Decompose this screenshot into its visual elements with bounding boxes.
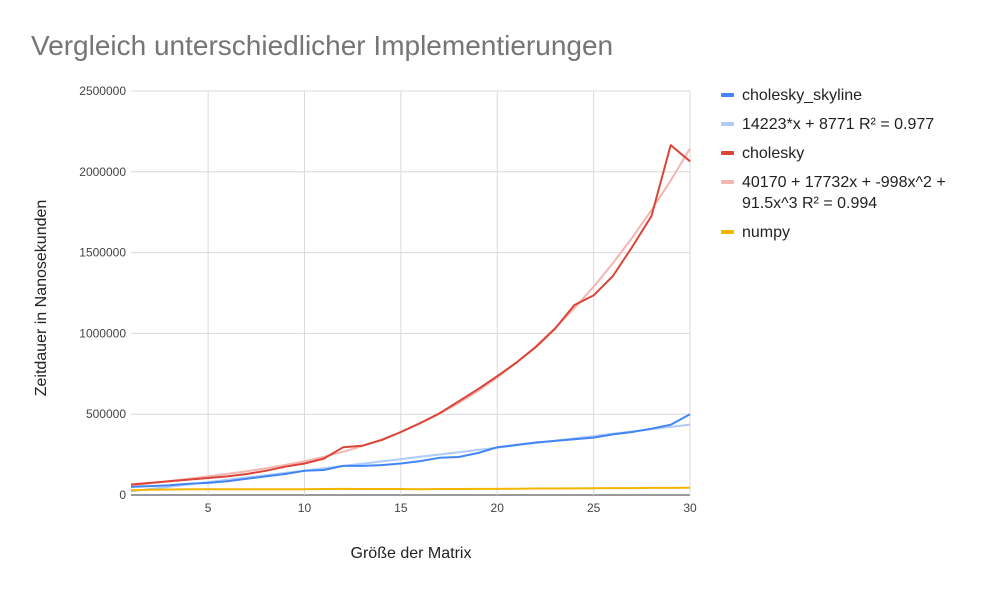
legend-label: 14223*x + 8771 R² = 0.977 xyxy=(742,116,935,133)
legend-swatch xyxy=(721,151,734,155)
legend-item-numpy: numpy xyxy=(721,222,991,243)
legend-swatch xyxy=(721,122,734,126)
tick-labels: 0 500000 1000000 1500000 2000000 2500000 5 10 15… xyxy=(79,84,697,515)
legend-swatch xyxy=(721,230,734,234)
legend: cholesky_skyline 14223*x + 8771 R² = 0.9… xyxy=(721,85,991,251)
y-tick-label: 1000000 xyxy=(79,326,126,340)
x-tick-label: 20 xyxy=(491,501,505,515)
x-tick-label: 15 xyxy=(394,501,408,515)
x-tick-label: 10 xyxy=(298,501,312,515)
series-line-numpy xyxy=(130,486,691,492)
legend-label: cholesky_skyline xyxy=(742,87,863,104)
legend-swatch xyxy=(721,93,734,97)
legend-label: 40170 + 17732x + -998x^2 + 91.5x^3 R² = … xyxy=(742,174,946,212)
legend-label: numpy xyxy=(742,224,791,241)
y-axis-label: Zeitdauer in Nanosekunden xyxy=(33,200,50,397)
legend-item-cholesky-skyline: cholesky_skyline xyxy=(721,85,991,106)
x-tick-label: 25 xyxy=(587,501,601,515)
y-tick-label: 1500000 xyxy=(79,246,126,260)
y-tick-label: 0 xyxy=(119,488,126,502)
x-tick-label: 5 xyxy=(205,501,212,515)
legend-item-linear-trend: 14223*x + 8771 R² = 0.977 xyxy=(721,114,991,135)
x-tick-label: 30 xyxy=(683,501,697,515)
series-line-trendline-1 xyxy=(130,423,691,493)
legend-label: cholesky xyxy=(742,145,805,162)
y-tick-label: 2000000 xyxy=(79,165,126,179)
series-lines xyxy=(130,144,691,493)
y-tick-label: 2500000 xyxy=(79,84,126,98)
y-tick-label: 500000 xyxy=(86,407,126,421)
x-axis-label: Größe der Matrix xyxy=(351,545,472,562)
gridlines xyxy=(131,90,691,496)
legend-item-cholesky: cholesky xyxy=(721,143,991,164)
chart-title: Vergleich unterschiedlicher Implementier… xyxy=(31,30,614,61)
legend-item-polynomial-trend: 40170 + 17732x + -998x^2 + 91.5x^3 R² = … xyxy=(721,172,991,214)
series-line-cholesky-skyline xyxy=(130,413,691,488)
legend-swatch xyxy=(721,180,734,184)
series-line-cholesky xyxy=(130,144,691,486)
